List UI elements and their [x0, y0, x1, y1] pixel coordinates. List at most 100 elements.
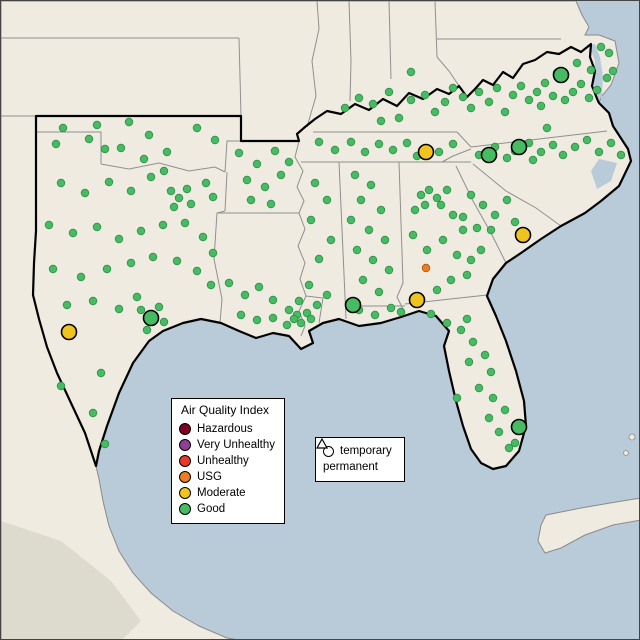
aqi-site-good [426, 309, 436, 319]
aqi-site-good [158, 220, 168, 230]
aqi-site-good [524, 95, 534, 105]
aqi-site-good [330, 145, 340, 155]
aqi-site-good [592, 85, 602, 95]
aqi-site-good [186, 199, 196, 209]
aqi-site-good [492, 83, 502, 93]
temporary-circle-icon [323, 445, 334, 457]
aqi-site-good [169, 202, 179, 212]
aqi-site-good [289, 314, 299, 324]
aqi-site-good [270, 146, 280, 156]
aqi-site-good [604, 48, 614, 58]
aqi-site-good [88, 408, 98, 418]
aqi-site-good [456, 325, 466, 335]
aqi-site-good [536, 101, 546, 111]
aqi-site-good [114, 304, 124, 314]
aqi-site-good [310, 178, 320, 188]
aqi-site-good [448, 139, 458, 149]
aqi-legend-label: Unhealthy [197, 454, 249, 467]
aqi-site-good [410, 205, 420, 215]
aqi-site-good [388, 145, 398, 155]
marker-legend-label: temporary [340, 444, 392, 457]
aqi-site-good [312, 300, 322, 310]
aqi-site-good [100, 439, 110, 449]
aqi-site-good [474, 87, 484, 97]
aqi-site-good [510, 438, 520, 448]
aqi-site-good [558, 150, 568, 160]
aqi-site-good [464, 357, 474, 367]
aqi-site-good [88, 296, 98, 306]
aqi-site-good [596, 42, 606, 52]
aqi-site-good [458, 212, 468, 222]
aqi-site-good [370, 310, 380, 320]
aqi-site-good [458, 92, 468, 102]
aqi-site-good [210, 135, 220, 145]
aqi-site-good [172, 256, 182, 266]
aqi-site-good [102, 264, 112, 274]
aqi-site-good [396, 307, 406, 317]
aqi-site-good [384, 87, 394, 97]
aqi-site-good [468, 337, 478, 347]
aqi-site-large-moderate [417, 143, 435, 161]
marker-legend-label: permanent [323, 460, 378, 473]
aqi-site-good [354, 93, 364, 103]
aqi-site-good [586, 65, 596, 75]
aqi-site-large-good [510, 418, 528, 436]
aqi-site-good [424, 185, 434, 195]
aqi-site-good [536, 147, 546, 157]
aqi-site-good [208, 248, 218, 258]
aqi-site-good [284, 157, 294, 167]
aqi-site-good [484, 413, 494, 423]
aqi-site-good [434, 147, 444, 157]
aqi-site-good [440, 97, 450, 107]
aqi-site-good [528, 155, 538, 165]
aqi-site-good [240, 290, 250, 300]
aqi-site-good [474, 383, 484, 393]
aqi-site-good [182, 184, 192, 194]
aqi-site-good [472, 223, 482, 233]
aqi-site-good [162, 147, 172, 157]
aqi-site-good [608, 66, 618, 76]
aqi-site-good [346, 215, 356, 225]
aqi-site-good [500, 107, 510, 117]
aqi-site-good [458, 225, 468, 235]
aqi-legend-label: Hazardous [197, 422, 253, 435]
aqi-site-good [266, 199, 276, 209]
aqi-legend-label: Very Unhealthy [197, 438, 275, 451]
aqi-site-good [420, 200, 430, 210]
aqi-site-good [542, 123, 552, 133]
aqi-site-good [252, 315, 262, 325]
aqi-site-good [488, 393, 498, 403]
aqi-site-good [136, 305, 146, 315]
permanent-triangle-icon [316, 438, 328, 449]
aqi-site-good [466, 103, 476, 113]
aqi-site-good [234, 148, 244, 158]
aqi-site-good [144, 130, 154, 140]
aqi-site-good [500, 405, 510, 415]
aqi-site-good [56, 178, 66, 188]
aqi-site-good [142, 325, 152, 335]
aqi-legend-item: Unhealthy [179, 453, 275, 469]
aqi-site-good [448, 210, 458, 220]
aqi-site-good [504, 443, 514, 453]
aqi-site-good [100, 144, 110, 154]
region-outline [31, 42, 633, 471]
aqi-site-good [548, 91, 558, 101]
aqi-site-good [594, 147, 604, 157]
aqi-site-good [322, 195, 332, 205]
aqi-site-good [56, 381, 66, 391]
aqi-site-good [284, 305, 294, 315]
aqi-site-good [236, 310, 246, 320]
aqi-site-good [44, 220, 54, 230]
aqi-site-good [136, 226, 146, 236]
aqi-site-good [192, 266, 202, 276]
aqi-site-large-good [510, 138, 528, 156]
aqi-legend-item: USG [179, 469, 275, 485]
aqi-site-good [352, 245, 362, 255]
aqi-site-good [502, 195, 512, 205]
aqi-site-good [386, 303, 396, 313]
aqi-site-good [104, 177, 114, 187]
aqi-site-good [462, 314, 472, 324]
aqi-site-good [296, 318, 306, 328]
